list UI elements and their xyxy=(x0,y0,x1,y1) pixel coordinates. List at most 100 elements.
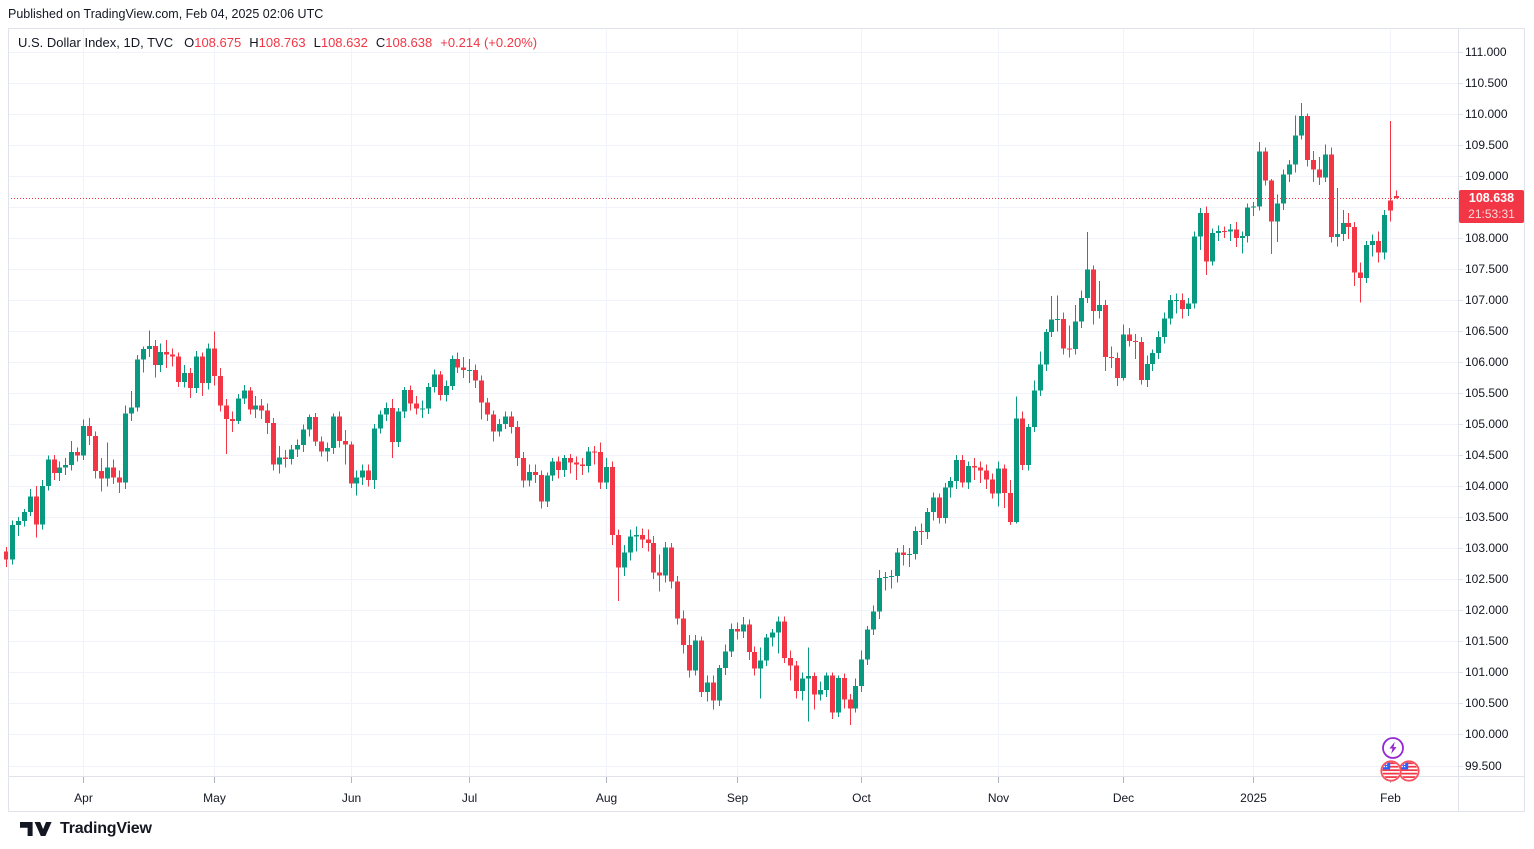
symbol-title: U.S. Dollar Index, 1D, TVC xyxy=(18,35,174,50)
candle xyxy=(859,659,864,687)
candle xyxy=(230,419,235,421)
candle xyxy=(622,552,627,568)
candle xyxy=(129,407,134,414)
candle xyxy=(640,535,645,540)
candle xyxy=(1103,304,1108,357)
candle xyxy=(52,459,57,474)
candle xyxy=(1026,427,1031,465)
candle xyxy=(479,380,484,403)
candle xyxy=(99,471,104,479)
candle xyxy=(527,471,532,481)
candle xyxy=(402,389,407,412)
bar-countdown: 21:53:31 xyxy=(1468,207,1515,221)
candle xyxy=(818,689,823,695)
us-flag-event-icon xyxy=(1380,760,1402,782)
candle xyxy=(966,466,971,483)
candle xyxy=(467,370,472,372)
candle xyxy=(420,408,425,410)
candle xyxy=(1204,212,1209,262)
candle xyxy=(390,407,395,443)
candle xyxy=(450,358,455,387)
candle xyxy=(1388,200,1393,211)
candle xyxy=(277,457,282,465)
candle xyxy=(289,449,294,459)
candle xyxy=(1251,206,1256,208)
candle xyxy=(75,451,80,456)
candle xyxy=(283,457,288,459)
high-value: 108.763 xyxy=(258,35,306,50)
us-flag-event-icon xyxy=(1398,760,1420,782)
price-tick-label: 107.500 xyxy=(1465,261,1509,276)
candle xyxy=(497,424,502,432)
price-tick-label: 105.500 xyxy=(1465,385,1509,400)
price-tick-label: 101.000 xyxy=(1465,664,1509,679)
candle xyxy=(248,390,253,410)
candle xyxy=(729,628,734,652)
candle xyxy=(461,367,466,371)
candle xyxy=(634,535,639,537)
candle xyxy=(842,677,847,700)
candle xyxy=(972,466,977,468)
candle xyxy=(877,577,882,612)
candle xyxy=(1186,303,1191,310)
price-tick-label: 110.000 xyxy=(1465,106,1508,121)
candle xyxy=(396,411,401,443)
candle xyxy=(236,398,241,421)
time-tick-label: Sep xyxy=(726,791,749,805)
candle xyxy=(943,487,948,518)
candle xyxy=(515,427,520,459)
candle xyxy=(242,390,247,399)
time-tick-label: Feb xyxy=(1380,791,1401,805)
candles xyxy=(4,103,1399,726)
candle xyxy=(503,416,508,425)
candle xyxy=(473,370,478,381)
price-tick-label: 106.500 xyxy=(1465,323,1509,338)
candle xyxy=(1091,269,1096,312)
time-tick-label: Nov xyxy=(987,791,1010,805)
candle xyxy=(723,651,728,669)
candle xyxy=(550,461,555,476)
candle xyxy=(158,352,163,366)
candle xyxy=(699,640,704,693)
candle xyxy=(438,374,443,395)
candle xyxy=(265,410,270,423)
candle xyxy=(170,354,175,357)
candle xyxy=(1245,207,1250,236)
candle xyxy=(1008,492,1013,523)
candle xyxy=(1145,363,1150,380)
candle xyxy=(117,477,122,483)
candle xyxy=(46,459,51,487)
candle xyxy=(1329,154,1334,238)
candle xyxy=(806,676,811,679)
candle xyxy=(1073,321,1078,349)
candle xyxy=(758,660,763,669)
candle xyxy=(1133,340,1138,343)
vertical-gridlines xyxy=(83,28,1391,783)
candle xyxy=(978,467,983,471)
candle xyxy=(135,359,140,408)
candle xyxy=(693,640,698,671)
candle xyxy=(253,405,258,410)
candle xyxy=(895,552,900,577)
candle xyxy=(610,466,615,536)
candle xyxy=(147,345,152,349)
candle xyxy=(984,470,989,480)
candle xyxy=(848,699,853,709)
candle xyxy=(824,675,829,690)
candle xyxy=(194,356,199,389)
candle xyxy=(646,539,651,544)
candle xyxy=(87,425,92,436)
time-tick-label: Aug xyxy=(595,791,618,805)
candle xyxy=(931,497,936,513)
candle xyxy=(331,416,336,449)
candle xyxy=(1240,235,1245,238)
tradingview-attribution[interactable]: TradingView xyxy=(20,820,152,838)
candle xyxy=(1228,229,1233,232)
candle xyxy=(164,352,169,355)
candle xyxy=(313,417,318,442)
candle xyxy=(1323,154,1328,178)
candle xyxy=(669,547,674,582)
candle xyxy=(372,428,377,480)
time-tick-label: Dec xyxy=(1112,791,1135,805)
